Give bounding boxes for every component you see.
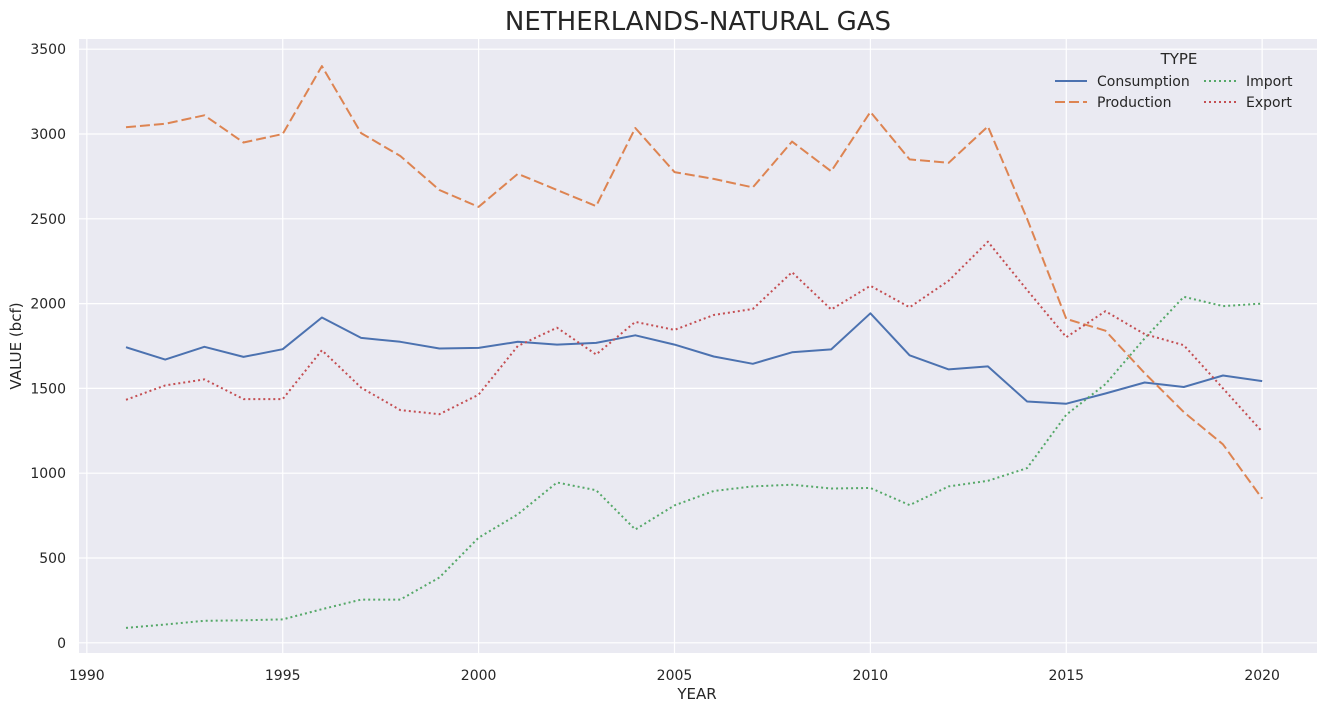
- series-line-export: [125, 240, 1263, 433]
- grid: [79, 39, 1317, 653]
- legend-label-export: Export: [1246, 95, 1292, 111]
- legend-label-consumption: Consumption: [1097, 74, 1190, 90]
- chart-title: NETHERLANDS-NATURAL GAS: [505, 7, 891, 37]
- x-tick-label: 2005: [657, 668, 693, 684]
- x-tick-label: 1995: [265, 668, 301, 684]
- x-tick-label: 2020: [1244, 668, 1280, 684]
- y-tick-label: 1000: [30, 466, 66, 482]
- y-tick-label: 2000: [30, 297, 66, 313]
- legend-title: TYPE: [1160, 50, 1198, 68]
- legend: TYPE Consumption Production Import Export: [1055, 50, 1293, 111]
- y-tick-label: 2500: [30, 212, 66, 228]
- x-tick-label: 2000: [461, 668, 497, 684]
- y-tick-label: 3500: [30, 42, 66, 58]
- y-tick-label: 3000: [30, 127, 66, 143]
- series-line-production: [125, 65, 1264, 500]
- y-tick-labels: 0 500 1000 1500 2000 2500 3000 3500: [30, 42, 66, 652]
- x-tick-label: 2015: [1048, 668, 1084, 684]
- x-tick-label: 1990: [69, 668, 105, 684]
- x-axis-label: YEAR: [676, 685, 716, 703]
- y-tick-label: 0: [57, 636, 66, 652]
- y-tick-label: 1500: [30, 381, 66, 397]
- legend-label-production: Production: [1097, 95, 1171, 111]
- plot-background: [79, 39, 1317, 653]
- series-line-import: [125, 295, 1263, 629]
- series-line-consumption: [125, 312, 1263, 405]
- x-tick-labels: 1990 1995 2000 2005 2010 2015 2020: [69, 668, 1280, 684]
- legend-label-import: Import: [1246, 74, 1293, 90]
- y-axis-label: VALUE (bcf): [7, 302, 25, 389]
- y-tick-label: 500: [39, 551, 66, 567]
- series-layer: [125, 65, 1264, 629]
- x-tick-label: 2010: [853, 668, 889, 684]
